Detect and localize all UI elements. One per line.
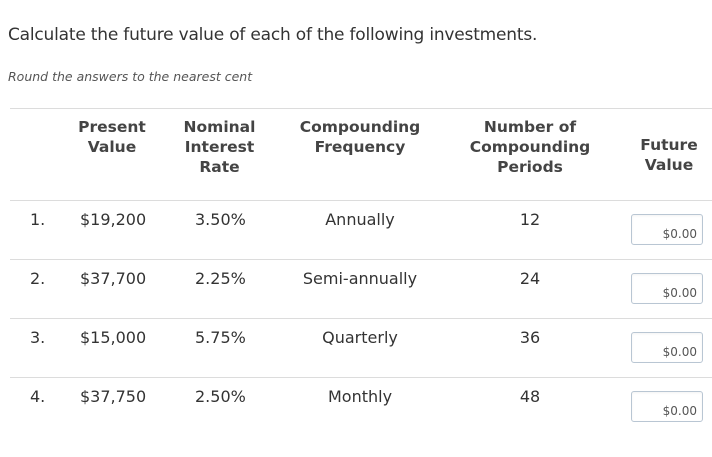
present-value-cell: $37,700 (80, 269, 147, 288)
present-value-cell: $19,200 (80, 210, 147, 229)
header-line: Value (87, 138, 137, 156)
header-present-value: Present Value (72, 117, 152, 157)
periods-cell: 36 (519, 328, 541, 347)
header-line: Future (640, 136, 698, 154)
row-number: 1. (30, 210, 46, 229)
frequency-cell: Quarterly (322, 328, 398, 347)
rounding-instruction: Round the answers to the nearest cent (8, 69, 253, 84)
header-line: Present (78, 118, 146, 136)
header-line: Nominal (183, 118, 256, 136)
present-value-cell: $15,000 (80, 328, 147, 347)
present-value-cell: $37,750 (80, 387, 147, 406)
header-line: Value (644, 156, 694, 174)
header-compounding-frequency: Compounding Frequency (290, 117, 430, 157)
future-value-input[interactable]: $0.00 (631, 214, 703, 245)
header-number-of-periods: Number of Compounding Periods (460, 117, 600, 177)
frequency-cell: Semi-annually (302, 269, 418, 288)
row-number: 2. (30, 269, 46, 288)
interest-rate-cell: 3.50% (195, 210, 246, 229)
row-divider (10, 377, 712, 378)
future-value-input[interactable]: $0.00 (631, 332, 703, 363)
header-line: Frequency (314, 138, 406, 156)
header-future-value: Future Value (630, 135, 708, 175)
question-text: Calculate the future value of each of th… (8, 25, 538, 45)
interest-rate-cell: 2.50% (195, 387, 246, 406)
header-nominal-interest-rate: Nominal Interest Rate (172, 117, 267, 177)
row-divider (10, 259, 712, 260)
header-line: Number of (483, 118, 577, 136)
header-line: Compounding (299, 118, 421, 136)
periods-cell: 48 (519, 387, 541, 406)
row-number: 3. (30, 328, 46, 347)
table-top-divider (10, 108, 712, 109)
row-divider (10, 200, 712, 201)
periods-cell: 24 (519, 269, 541, 288)
future-value-input[interactable]: $0.00 (631, 273, 703, 304)
future-value-input[interactable]: $0.00 (631, 391, 703, 422)
row-number: 4. (30, 387, 46, 406)
header-line: Periods (497, 158, 563, 176)
header-line: Interest (184, 138, 255, 156)
row-divider (10, 318, 712, 319)
periods-cell: 12 (519, 210, 541, 229)
interest-rate-cell: 2.25% (195, 269, 246, 288)
interest-rate-cell: 5.75% (195, 328, 246, 347)
header-line: Rate (199, 158, 240, 176)
header-line: Compounding (469, 138, 591, 156)
frequency-cell: Annually (325, 210, 395, 229)
frequency-cell: Monthly (327, 387, 393, 406)
